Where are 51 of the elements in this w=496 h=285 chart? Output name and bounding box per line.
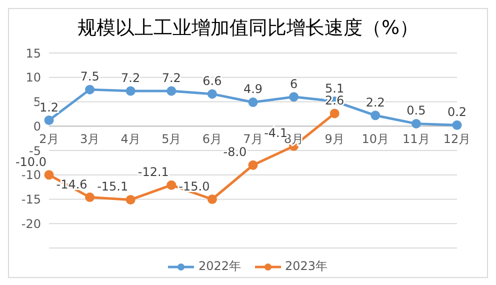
point bbox=[370, 110, 380, 120]
x-tick-label: 12月 bbox=[443, 132, 471, 146]
x-tick-label: 4月 bbox=[120, 132, 140, 146]
data-label: 2.2 bbox=[366, 95, 385, 110]
legend-label: 2022年 bbox=[197, 258, 241, 275]
point bbox=[44, 170, 54, 180]
point bbox=[126, 86, 136, 96]
data-label: 6.6 bbox=[202, 74, 222, 88]
point bbox=[126, 194, 136, 204]
point bbox=[166, 86, 176, 96]
y-tick-label: -10 bbox=[21, 168, 41, 182]
x-tick-label: 9月 bbox=[324, 132, 344, 146]
point bbox=[330, 108, 340, 118]
x-tick-label: 10月 bbox=[362, 132, 390, 146]
chart-title: 规模以上工业增加值同比增长速度（%） bbox=[76, 16, 420, 41]
data-label: 0.5 bbox=[406, 104, 426, 118]
point bbox=[289, 92, 299, 102]
point bbox=[44, 116, 54, 126]
y-tick-label: -20 bbox=[21, 216, 41, 231]
data-label: 7.2 bbox=[162, 71, 181, 86]
point bbox=[85, 192, 95, 202]
y-tick-label: 15 bbox=[26, 46, 41, 60]
x-tick-label: 5月 bbox=[162, 132, 182, 146]
data-label: -8.0 bbox=[223, 145, 247, 160]
data-label: 5.1 bbox=[325, 81, 344, 96]
point bbox=[411, 118, 421, 128]
data-label: 1.2 bbox=[39, 100, 59, 114]
x-tick-label: 6月 bbox=[202, 132, 222, 146]
data-label: 7.2 bbox=[121, 71, 140, 86]
data-label: 6 bbox=[290, 76, 298, 91]
data-label: 4.9 bbox=[243, 82, 263, 96]
point bbox=[207, 194, 217, 204]
x-tick-label: 2月 bbox=[39, 132, 59, 146]
y-tick-label: 10 bbox=[26, 70, 41, 85]
data-label: 7.5 bbox=[80, 70, 100, 84]
point bbox=[248, 160, 258, 170]
point bbox=[85, 84, 95, 94]
y-tick-label: -15 bbox=[21, 192, 41, 207]
data-label: -15.1 bbox=[97, 180, 128, 194]
x-tick-label: 3月 bbox=[80, 132, 100, 146]
y-tick-label: 0 bbox=[33, 119, 41, 134]
data-label: -12.1 bbox=[138, 165, 169, 180]
point bbox=[166, 180, 176, 190]
data-label: 0.2 bbox=[447, 105, 467, 120]
legend-label: 2023年 bbox=[284, 258, 328, 275]
data-label: -15.0 bbox=[178, 179, 210, 194]
x-tick-label: 11月 bbox=[402, 132, 430, 146]
point bbox=[452, 120, 462, 130]
point bbox=[248, 97, 258, 107]
x-tick-label: 7月 bbox=[243, 132, 263, 146]
point bbox=[207, 89, 217, 99]
